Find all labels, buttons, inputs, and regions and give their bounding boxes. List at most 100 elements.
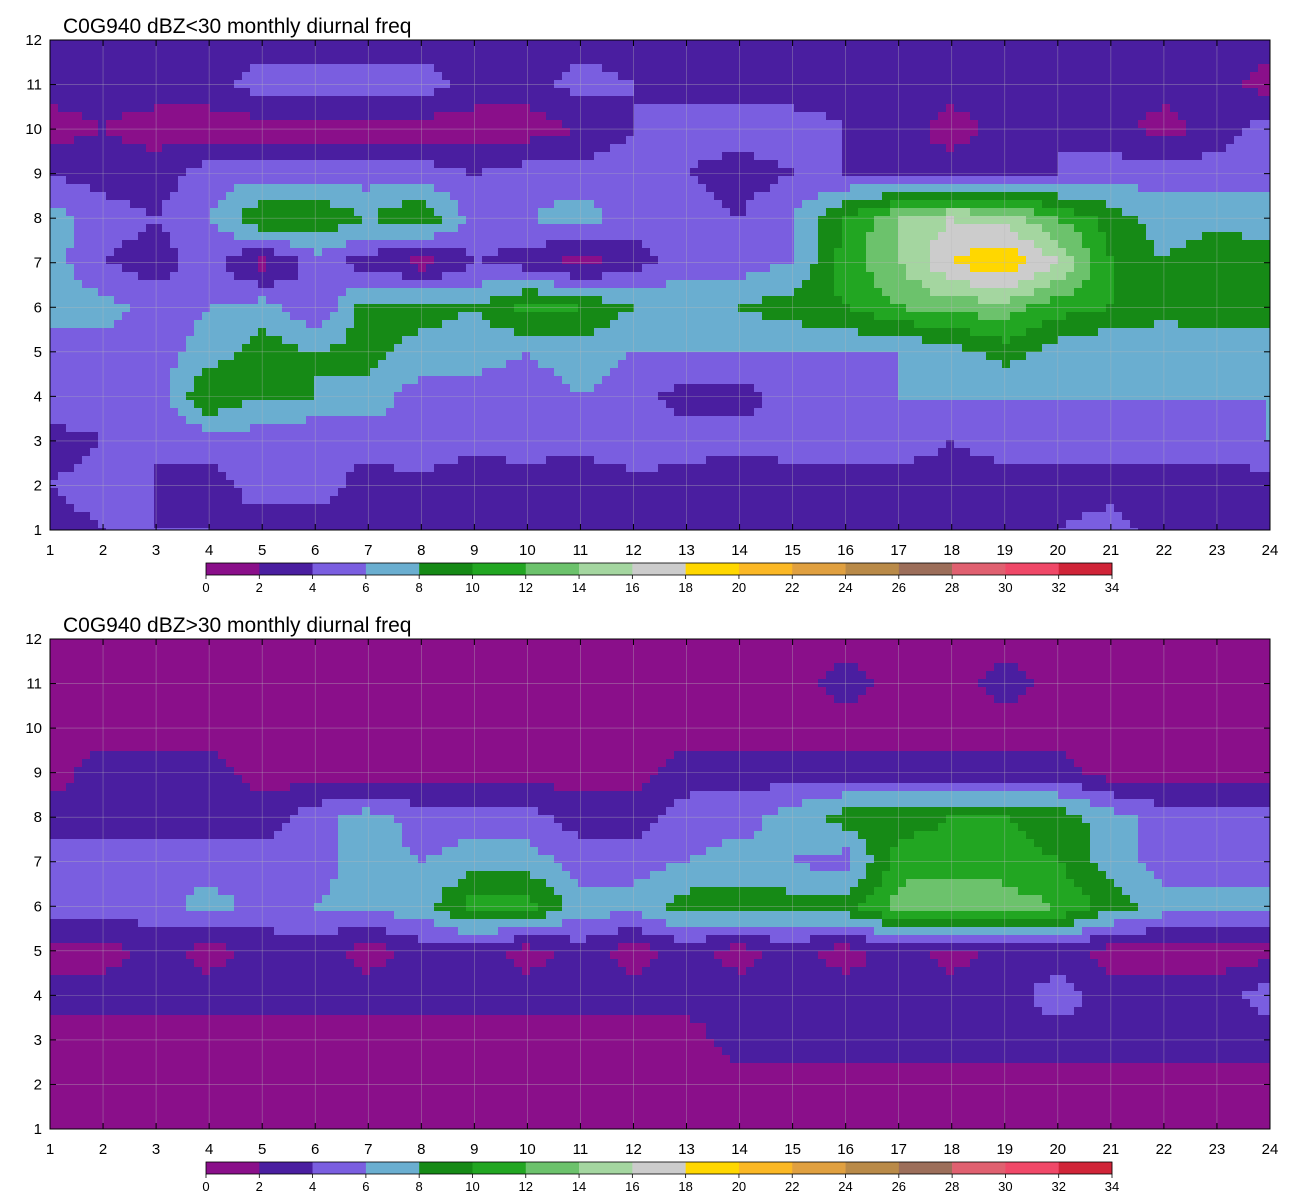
contour-cell <box>1234 192 1243 201</box>
contour-cell <box>1034 112 1043 121</box>
contour-cell <box>1058 192 1067 201</box>
contour-cell <box>194 176 203 185</box>
contour-cell <box>434 176 443 185</box>
contour-cell <box>1258 248 1267 257</box>
contour-cell <box>978 168 987 177</box>
contour-cell <box>634 160 643 169</box>
contour-cell <box>594 48 603 57</box>
contour-cell <box>458 48 467 57</box>
contour-cell <box>354 216 363 225</box>
contour-cell <box>250 288 259 297</box>
contour-cell <box>1098 152 1107 161</box>
contour-cell <box>1098 64 1107 73</box>
contour-cell <box>922 152 931 161</box>
contour-cell <box>1202 200 1211 209</box>
contour-cell <box>826 120 835 129</box>
contour-cell <box>850 88 859 97</box>
contour-cell <box>962 48 971 57</box>
contour-cell <box>90 224 99 233</box>
contour-cell <box>146 72 155 81</box>
contour-cell <box>362 296 371 305</box>
contour-cell <box>1242 256 1251 265</box>
contour-cell <box>122 272 131 281</box>
contour-cell <box>818 64 827 73</box>
contour-cell <box>1034 280 1043 289</box>
contour-cell <box>866 208 875 217</box>
contour-cell <box>754 56 763 65</box>
contour-cell <box>938 240 947 249</box>
contour-cell <box>170 296 179 305</box>
contour-cell <box>82 240 91 249</box>
contour-cell <box>658 232 667 241</box>
contour-cell <box>1250 224 1259 233</box>
contour-cell <box>354 248 363 257</box>
contour-cell <box>282 192 291 201</box>
contour-cell <box>498 264 507 273</box>
contour-cell <box>226 288 235 297</box>
contour-cell <box>722 168 731 177</box>
contour-cell <box>1146 176 1155 185</box>
contour-cell <box>1258 224 1267 233</box>
contour-cell <box>882 216 891 225</box>
contour-cell <box>58 216 67 225</box>
contour-cell <box>706 56 715 65</box>
contour-cell <box>946 208 955 217</box>
contour-cell <box>1178 224 1187 233</box>
contour-cell <box>194 144 203 153</box>
contour-cell <box>786 64 795 73</box>
contour-cell <box>754 248 763 257</box>
contour-cell <box>378 144 387 153</box>
contour-cell <box>338 160 347 169</box>
contour-cell <box>530 216 539 225</box>
contour-cell <box>218 216 227 225</box>
contour-cell <box>138 240 147 249</box>
contour-cell <box>826 200 835 209</box>
contour-cell <box>50 272 59 281</box>
contour-cell <box>58 208 67 217</box>
contour-cell <box>722 184 731 193</box>
contour-cell <box>1106 280 1115 289</box>
contour-cell <box>570 184 579 193</box>
contour-cell <box>330 216 339 225</box>
contour-cell <box>1234 64 1243 73</box>
contour-cell <box>474 208 483 217</box>
contour-cell <box>1010 136 1019 145</box>
contour-cell <box>90 200 99 209</box>
contour-cell <box>1178 216 1187 225</box>
contour-cell <box>634 200 643 209</box>
contour-cell <box>746 216 755 225</box>
contour-cell <box>602 192 611 201</box>
contour-cell <box>394 104 403 113</box>
contour-cell <box>778 72 787 81</box>
contour-cell <box>858 72 867 81</box>
contour-cell <box>442 176 451 185</box>
contour-cell <box>402 56 411 65</box>
contour-cell <box>1138 248 1147 257</box>
contour-cell <box>1146 104 1155 113</box>
contour-cell <box>450 248 459 257</box>
contour-cell <box>562 56 571 65</box>
contour-cell <box>506 168 515 177</box>
contour-cell <box>290 168 299 177</box>
contour-cell <box>842 48 851 57</box>
contour-cell <box>786 280 795 289</box>
contour-cell <box>162 72 171 81</box>
contour-cell <box>1002 256 1011 265</box>
contour-cell <box>786 168 795 177</box>
contour-cell <box>538 208 547 217</box>
contour-cell <box>1234 208 1243 217</box>
contour-cell <box>938 152 947 161</box>
contour-cell <box>322 280 331 289</box>
contour-cell <box>562 208 571 217</box>
contour-cell <box>514 136 523 145</box>
contour-cell <box>882 280 891 289</box>
contour-cell <box>234 224 243 233</box>
contour-cell <box>242 216 251 225</box>
contour-cell <box>250 104 259 113</box>
contour-cell <box>994 192 1003 201</box>
contour-cell <box>242 40 251 49</box>
contour-cell <box>290 272 299 281</box>
contour-cell <box>466 112 475 121</box>
contour-cell <box>218 120 227 129</box>
contour-cell <box>1058 56 1067 65</box>
